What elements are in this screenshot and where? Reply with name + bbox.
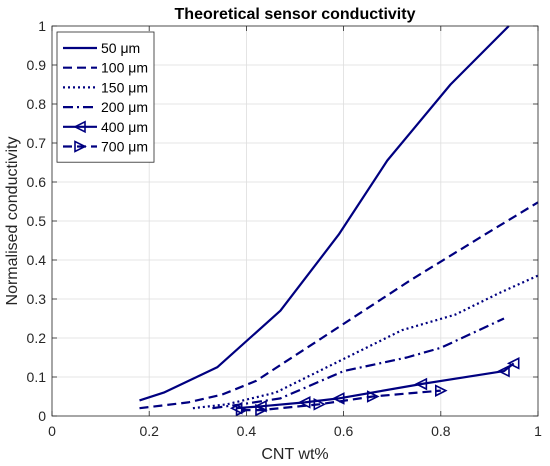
- legend-box: [56, 31, 155, 163]
- data-point: [255, 403, 268, 417]
- data-point: [414, 377, 428, 391]
- x-tick-label: 0.2: [139, 423, 159, 439]
- data-point: [313, 398, 327, 411]
- legend: 50 μm 100 μm 150 μm 200 μm 400 μm 700 μm: [56, 31, 155, 163]
- x-tick-label: 0: [48, 423, 56, 439]
- series-2: [139, 201, 539, 410]
- legend-entry: 200 μm: [63, 99, 148, 115]
- data-point: [331, 392, 345, 405]
- data-point: [254, 399, 267, 413]
- data-point: [506, 357, 520, 370]
- legend-marker: [74, 140, 87, 153]
- y-tick-label: 0.9: [27, 57, 47, 73]
- legend-entry: 50 μm: [63, 40, 140, 56]
- legend-entry: 150 μm: [63, 79, 148, 95]
- data-point: [497, 364, 510, 378]
- y-tick-label: 0.6: [27, 174, 47, 190]
- series-line: [236, 362, 515, 410]
- y-tick-label: 0.3: [27, 291, 47, 307]
- legend-entry: 100 μm: [63, 60, 148, 76]
- y-tick-label: 0: [38, 408, 46, 424]
- legend-label: 200 μm: [101, 99, 148, 115]
- series-line: [139, 25, 510, 402]
- legend-label: 700 μm: [101, 139, 148, 155]
- series-line: [192, 274, 539, 410]
- y-tick-label: 1: [38, 18, 46, 34]
- y-tick-label: 0.1: [27, 369, 47, 385]
- legend-entry: 700 μm: [63, 139, 148, 155]
- x-tick-label: 0.6: [334, 423, 354, 439]
- legend-marker: [73, 120, 86, 134]
- x-tick-label: 1: [534, 423, 542, 439]
- series-layer: [139, 25, 539, 417]
- plot-frame: [51, 25, 539, 417]
- series-line: [139, 201, 539, 410]
- chart-title: Theoretical sensor conductivity: [175, 6, 416, 23]
- legend-label: 400 μm: [101, 119, 148, 135]
- data-point: [235, 403, 249, 417]
- data-point: [366, 390, 380, 403]
- ticks: 0 0.2 0.4 0.6 0.8 1 0 0.1 0.2 0.3 0.4 0.5 0.6 0.7 0.8 0…: [27, 18, 543, 439]
- y-tick-label: 0.8: [27, 96, 47, 112]
- y-tick-label: 0.4: [27, 252, 47, 268]
- series-6: [235, 384, 448, 417]
- x-axis-label: CNT wt%: [261, 446, 328, 463]
- series-3: [192, 274, 539, 410]
- legend-label: 50 μm: [101, 40, 140, 56]
- grid: [51, 25, 539, 417]
- legend-label: 150 μm: [101, 79, 148, 95]
- legend-label: 100 μm: [101, 60, 148, 76]
- series-1: [139, 25, 510, 402]
- y-tick-label: 0.5: [27, 213, 47, 229]
- y-tick-label: 0.2: [27, 330, 47, 346]
- x-tick-label: 0.4: [237, 423, 257, 439]
- x-tick-label: 0.8: [431, 423, 451, 439]
- series-line: [241, 389, 441, 412]
- y-axis-label: Normalised conductivity: [4, 137, 21, 306]
- legend-entry: 400 μm: [63, 119, 148, 135]
- data-point: [434, 384, 448, 397]
- y-tick-label: 0.7: [27, 135, 47, 151]
